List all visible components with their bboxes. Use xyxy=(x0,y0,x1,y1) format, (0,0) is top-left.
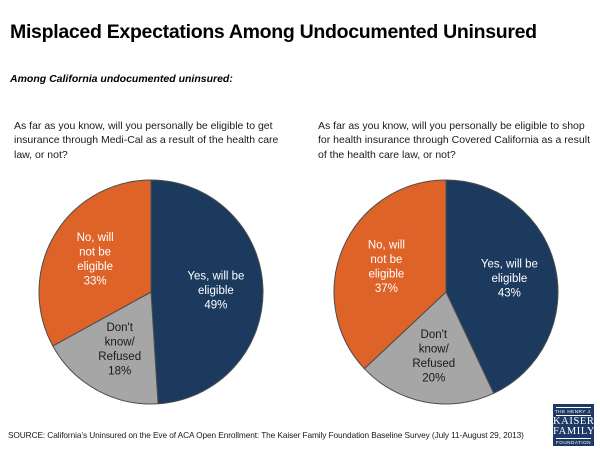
logo-rule-mid2 xyxy=(556,438,591,439)
pie-slice xyxy=(363,291,495,405)
pie-slice xyxy=(333,179,447,370)
pie-slice-label: Don't know/Refused 18% xyxy=(98,322,141,378)
pie-slice-label: Yes, will be eligible 49% xyxy=(187,271,244,312)
kff-logo: THE HENRY J. KAISER FAMILY FOUNDATION xyxy=(553,404,594,446)
pie-chart-medi-cal: Yes, will be eligible 49% Don't know/Refused… xyxy=(38,179,264,405)
logo-rule-top xyxy=(556,407,591,408)
pie-slice-label: Yes, will be eligible 43% xyxy=(481,258,538,299)
page-title: Misplaced Expectations Among Undocumente… xyxy=(10,21,537,43)
pie-slice xyxy=(52,291,159,405)
pie-slice-label: No, will not be eligible 37% xyxy=(368,240,405,296)
pie-slice-label: Don't know/Refused 20% xyxy=(412,329,455,385)
question-medi-cal: As far as you know, will you personally … xyxy=(14,120,279,161)
pie-slice xyxy=(150,179,264,405)
logo-line-family: FAMILY xyxy=(553,426,596,437)
logo-line-kaiser: KAISER xyxy=(553,416,595,427)
pie-slice-label: No, will not be eligible 33% xyxy=(77,232,114,288)
pie-slice xyxy=(38,179,152,347)
logo-rule-mid1 xyxy=(556,415,591,416)
logo-line-foundation: FOUNDATION xyxy=(555,440,592,445)
pie-slice xyxy=(445,179,559,395)
source-note: SOURCE: California’s Uninsured on the Ev… xyxy=(8,430,524,440)
pie-chart-covered-california: Yes, will be eligible 43% Don't know/Refused… xyxy=(333,179,559,405)
logo-line-henry: THE HENRY J. xyxy=(554,409,593,414)
subtitle: Among California undocumented uninsured: xyxy=(10,73,233,85)
question-covered-california: As far as you know, will you personally … xyxy=(318,120,590,161)
